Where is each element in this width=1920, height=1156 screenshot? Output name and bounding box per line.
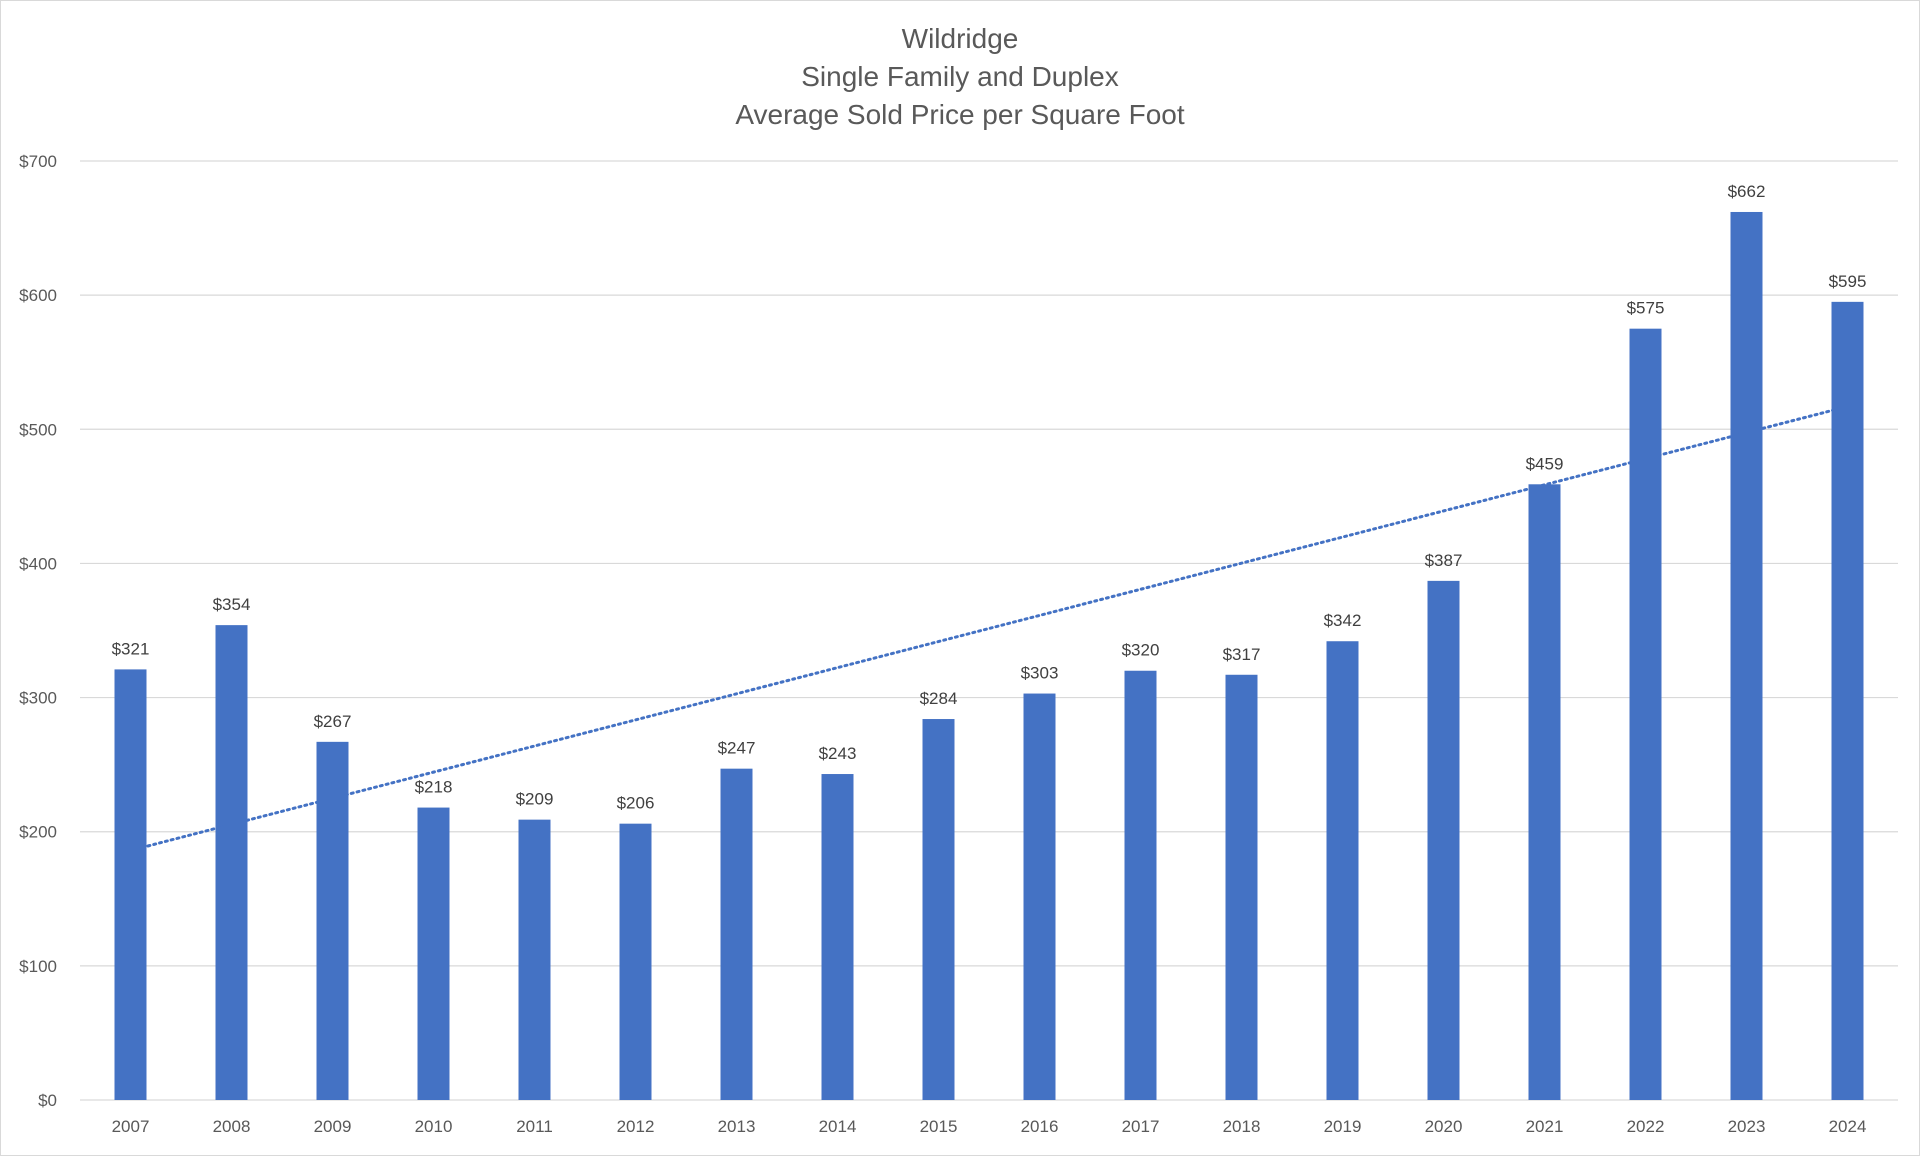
- data-label: $662: [1728, 182, 1766, 201]
- bar: [316, 741, 349, 1100]
- bar: [1528, 484, 1561, 1100]
- y-axis-ticks: $0 $100 $200 $300 $400 $500 $600 $700: [19, 152, 57, 1110]
- trendline: [129, 404, 1849, 852]
- data-label: $595: [1829, 272, 1867, 291]
- bar: [922, 719, 955, 1100]
- x-tick-label: 2020: [1425, 1117, 1463, 1136]
- x-tick-label: 2010: [415, 1117, 453, 1136]
- bars: [114, 211, 1864, 1101]
- data-label: $284: [920, 689, 958, 708]
- bar: [1831, 301, 1864, 1101]
- gridlines: [80, 160, 1898, 1101]
- x-tick-label: 2024: [1829, 1117, 1867, 1136]
- data-label: $342: [1324, 611, 1362, 630]
- bar: [720, 768, 753, 1100]
- x-tick-label: 2016: [1021, 1117, 1059, 1136]
- x-tick-label: 2017: [1122, 1117, 1160, 1136]
- chart-title-line-1: Wildridge: [901, 23, 1019, 54]
- data-label: $303: [1021, 664, 1059, 683]
- y-tick-label: $400: [19, 554, 57, 573]
- x-tick-label: 2011: [516, 1117, 553, 1136]
- chart-title-line-2: Single Family and Duplex: [801, 61, 1119, 92]
- x-tick-label: 2007: [112, 1117, 150, 1136]
- bar: [215, 625, 248, 1100]
- bar: [1427, 580, 1460, 1100]
- data-label: $317: [1223, 645, 1261, 664]
- x-tick-label: 2023: [1728, 1117, 1766, 1136]
- data-label: $218: [415, 778, 453, 797]
- bar: [417, 807, 450, 1100]
- x-tick-label: 2019: [1324, 1117, 1362, 1136]
- x-tick-label: 2009: [314, 1117, 352, 1136]
- y-tick-label: $100: [19, 957, 57, 976]
- y-tick-label: $500: [19, 420, 57, 439]
- data-label: $209: [516, 790, 554, 809]
- y-tick-label: $300: [19, 689, 57, 708]
- x-tick-label: 2021: [1526, 1117, 1564, 1136]
- data-labels: $321 $354 $267 $218 $209 $206 $247 $243 $284 $303…: [112, 182, 1867, 813]
- chart-title: Wildridge Single Family and Duplex Avera…: [0, 20, 1920, 134]
- trendline-layer: [129, 404, 1849, 852]
- data-label: $459: [1526, 454, 1564, 473]
- data-label: $320: [1122, 641, 1160, 660]
- x-tick-label: 2008: [213, 1117, 251, 1136]
- data-label: $206: [617, 794, 655, 813]
- bar: [821, 774, 854, 1100]
- bar: [1326, 641, 1359, 1100]
- data-label: $575: [1627, 299, 1665, 318]
- x-axis-ticks: 2007 2008 2009 2010 2011 2012 2013 2014 2015 2016…: [112, 1117, 1867, 1136]
- y-tick-label: $0: [38, 1091, 57, 1110]
- bar: [1730, 211, 1763, 1100]
- x-tick-label: 2014: [819, 1117, 857, 1136]
- bar: [1629, 328, 1662, 1100]
- x-tick-label: 2022: [1627, 1117, 1665, 1136]
- x-tick-label: 2012: [617, 1117, 655, 1136]
- bar: [114, 669, 147, 1100]
- bar: [619, 823, 652, 1100]
- data-label: $354: [213, 595, 251, 614]
- chart-title-line-3: Average Sold Price per Square Foot: [735, 99, 1185, 130]
- bar: [518, 819, 551, 1100]
- x-tick-label: 2018: [1223, 1117, 1261, 1136]
- x-tick-label: 2013: [718, 1117, 756, 1136]
- data-label: $267: [314, 712, 352, 731]
- data-label: $247: [718, 739, 756, 758]
- bar: [1023, 693, 1056, 1100]
- x-tick-label: 2015: [920, 1117, 958, 1136]
- y-tick-label: $700: [19, 152, 57, 171]
- data-label: $321: [112, 639, 150, 658]
- bar: [1225, 674, 1258, 1100]
- y-tick-label: $600: [19, 286, 57, 305]
- y-tick-label: $200: [19, 823, 57, 842]
- bar: [1124, 670, 1157, 1100]
- data-label: $387: [1425, 551, 1463, 570]
- data-label: $243: [819, 744, 857, 763]
